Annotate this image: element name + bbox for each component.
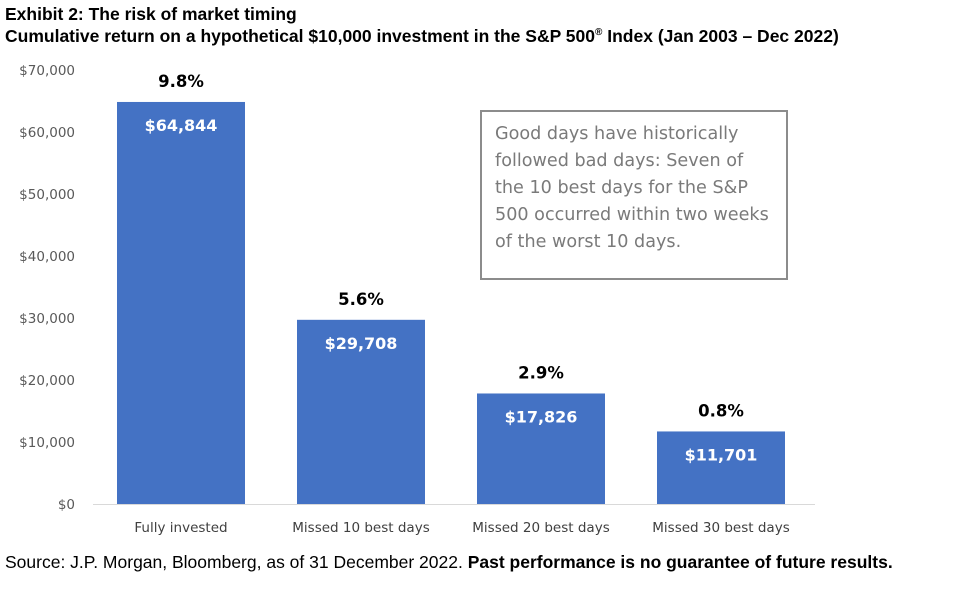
return-label: 9.8% bbox=[158, 72, 204, 91]
annotation-box: Good days have historically followed bad… bbox=[480, 110, 788, 280]
y-tick-label: $40,000 bbox=[19, 249, 75, 265]
bar-value-label: $64,844 bbox=[145, 116, 218, 135]
x-category-label: Missed 10 best days bbox=[292, 520, 429, 536]
subtitle-main: Cumulative return on a hypothetical $10,… bbox=[5, 26, 596, 46]
bar bbox=[477, 393, 605, 504]
bar-value-label: $17,826 bbox=[505, 407, 578, 426]
subtitle-tail: Index (Jan 2003 – Dec 2022) bbox=[602, 26, 839, 46]
bar bbox=[297, 319, 425, 504]
y-tick-label: $20,000 bbox=[19, 373, 75, 389]
bar-chart: $0 $10,000 $20,000 $30,000 $40,000 $50,000 $60… bbox=[19, 63, 815, 536]
source-text: Source: J.P. Morgan, Bloomberg, as of 31… bbox=[5, 552, 468, 572]
return-label: 2.9% bbox=[518, 363, 564, 382]
y-tick-label: $70,000 bbox=[19, 63, 75, 79]
x-category-label: Missed 30 best days bbox=[652, 520, 789, 536]
chart-subtitle: Cumulative return on a hypothetical $10,… bbox=[5, 26, 839, 47]
return-label: 5.6% bbox=[338, 290, 384, 309]
bar bbox=[117, 101, 245, 505]
x-category-label: Fully invested bbox=[134, 520, 227, 536]
return-label: 0.8% bbox=[698, 401, 744, 420]
y-tick-label: $0 bbox=[58, 497, 75, 513]
bar bbox=[657, 431, 785, 504]
y-tick-label: $30,000 bbox=[19, 311, 75, 327]
source-footnote: Source: J.P. Morgan, Bloomberg, as of 31… bbox=[5, 552, 965, 573]
y-tick-label: $60,000 bbox=[19, 125, 75, 141]
bar-value-label: $29,708 bbox=[325, 334, 398, 353]
y-tick-label: $10,000 bbox=[19, 435, 75, 451]
chart-title: Exhibit 2: The risk of market timing bbox=[5, 4, 297, 24]
disclaimer-text: Past performance is no guarantee of futu… bbox=[467, 552, 893, 572]
registered-mark: ® bbox=[595, 27, 603, 39]
bar-value-label: $11,701 bbox=[685, 445, 758, 464]
x-category-label: Missed 20 best days bbox=[472, 520, 609, 536]
y-tick-label: $50,000 bbox=[19, 187, 75, 203]
